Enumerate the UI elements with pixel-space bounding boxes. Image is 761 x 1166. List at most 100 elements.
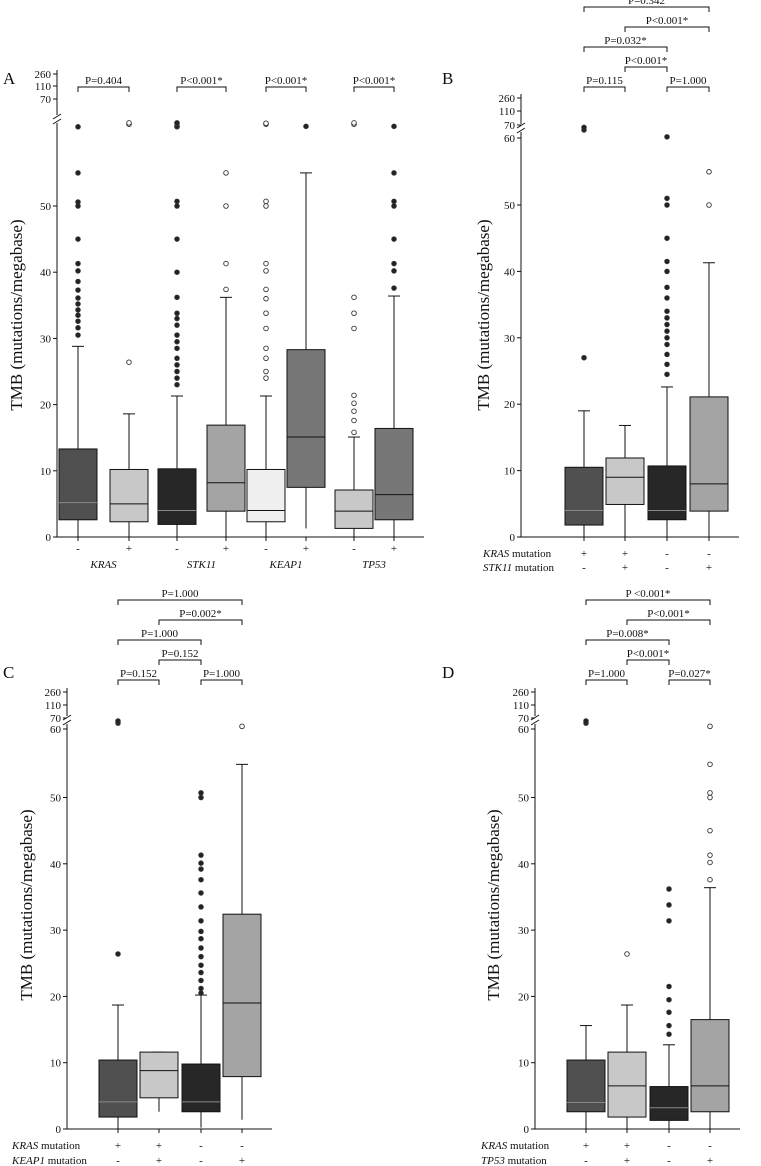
p-value-label: P=1.000 <box>203 668 241 680</box>
comparison-bracket: P<0.001* <box>620 54 672 72</box>
bracket-line <box>77 86 130 92</box>
outlier-point <box>666 1022 672 1029</box>
x-tick-label: + <box>223 543 229 555</box>
outlier-point <box>263 295 269 302</box>
row-sign: + <box>581 548 587 560</box>
outlier-point <box>198 876 204 883</box>
bracket-line <box>585 639 670 645</box>
panel-letter: D <box>442 663 454 682</box>
row-label: KRAS mutation <box>482 548 552 560</box>
y-tick-label: 10 <box>50 1058 62 1070</box>
bracket-line <box>176 86 227 92</box>
outlier-point <box>664 202 670 208</box>
outlier-point <box>174 310 180 316</box>
outlier-point <box>198 953 204 960</box>
iqr-box <box>334 489 374 529</box>
outlier-point <box>126 120 132 126</box>
outlier-point <box>351 325 357 332</box>
y-tick-label: 30 <box>40 333 52 345</box>
comparison-bracket: P=0.008* <box>585 627 670 645</box>
y-tick-label: 10 <box>518 1058 530 1070</box>
outlier-point <box>666 1031 672 1037</box>
outlier-point <box>75 332 81 338</box>
box-group <box>246 120 286 537</box>
comparison-bracket: P=0.115 <box>583 75 626 92</box>
outlier-point <box>666 918 672 924</box>
axis-break-mark <box>52 113 62 125</box>
row-sign: - <box>667 1155 671 1166</box>
outlier-point <box>198 860 204 866</box>
row-sign: + <box>156 1140 162 1152</box>
box-group <box>286 123 326 529</box>
bracket-line <box>353 86 395 92</box>
row-gene-name: KRAS <box>480 1140 508 1152</box>
outlier-point <box>75 236 81 242</box>
comparison-bracket: P=0.152 <box>154 647 206 665</box>
gene-group-label: KRAS <box>89 559 117 571</box>
outlier-point <box>198 918 204 924</box>
p-value-label: P<0.001* <box>265 75 308 87</box>
y-tick-label: 50 <box>504 200 516 212</box>
x-tick-label: - <box>175 543 179 555</box>
label-bg <box>133 627 186 638</box>
y-tick-label: 260 <box>499 93 516 105</box>
p-value-label: P=0.404 <box>85 75 123 87</box>
outlier-point <box>75 268 81 274</box>
y-tick-label: 20 <box>504 399 516 411</box>
comparison-bracket: P<0.001* <box>176 75 227 92</box>
x-tick-label: - <box>264 543 268 555</box>
y-tick-label: 260 <box>35 69 52 81</box>
outlier-point <box>664 335 670 341</box>
outlier-point <box>707 761 713 768</box>
row-sign: + <box>239 1155 245 1166</box>
outlier-point <box>75 318 81 324</box>
label-bg <box>620 54 672 65</box>
row-label: KRAS mutation <box>11 1140 81 1152</box>
iqr-box <box>139 1051 179 1099</box>
row-sign: - <box>584 1155 588 1166</box>
bracket-line <box>624 26 710 32</box>
outlier-point <box>581 124 587 131</box>
x-tick-label: - <box>76 543 80 555</box>
comparison-bracket: P<0.001* <box>624 14 710 32</box>
outlier-point <box>263 198 269 205</box>
outlier-point <box>391 260 397 267</box>
row-label: TP53 mutation <box>481 1155 547 1166</box>
outlier-point <box>707 790 713 796</box>
y-tick-label: 10 <box>504 466 516 478</box>
outlier-point <box>706 202 712 208</box>
row-sign: - <box>665 548 669 560</box>
outlier-point <box>75 199 81 205</box>
iqr-box <box>605 457 645 505</box>
gene-group-label: KEAP1 <box>269 559 303 571</box>
box-group <box>564 124 604 537</box>
outlier-point <box>75 325 81 331</box>
outlier-point <box>75 312 81 318</box>
row-gene-name: TP53 <box>481 1155 505 1166</box>
comparison-bracket: P<0.001* <box>626 607 711 625</box>
p-value-label: P<0.001* <box>625 55 668 67</box>
bracket-line <box>585 679 628 685</box>
outlier-point <box>174 315 180 322</box>
outlier-point <box>263 286 269 293</box>
outlier-point <box>664 351 670 358</box>
comparison-bracket: P=1.000 <box>666 75 710 92</box>
bracket-line <box>626 619 711 625</box>
p-value-label: P<0.001* <box>353 75 396 87</box>
iqr-box <box>689 396 729 512</box>
outlier-point <box>198 866 204 872</box>
p-value-label: P=0.027* <box>668 668 711 680</box>
y-tick-label: 60 <box>518 724 530 736</box>
outlier-point <box>666 1009 672 1016</box>
outlier-point <box>664 284 670 291</box>
outlier-point <box>126 359 132 365</box>
outlier-point <box>174 375 180 381</box>
label-bg <box>642 607 695 618</box>
x-tick-label: + <box>126 543 132 555</box>
y-tick-label: 260 <box>45 687 62 699</box>
comparison-bracket: P=1.000 <box>117 587 243 605</box>
outlier-point <box>666 886 672 892</box>
y-tick-label: 40 <box>518 859 530 871</box>
x-tick-label: + <box>303 543 309 555</box>
p-value-label: P<0.001* <box>646 15 689 27</box>
